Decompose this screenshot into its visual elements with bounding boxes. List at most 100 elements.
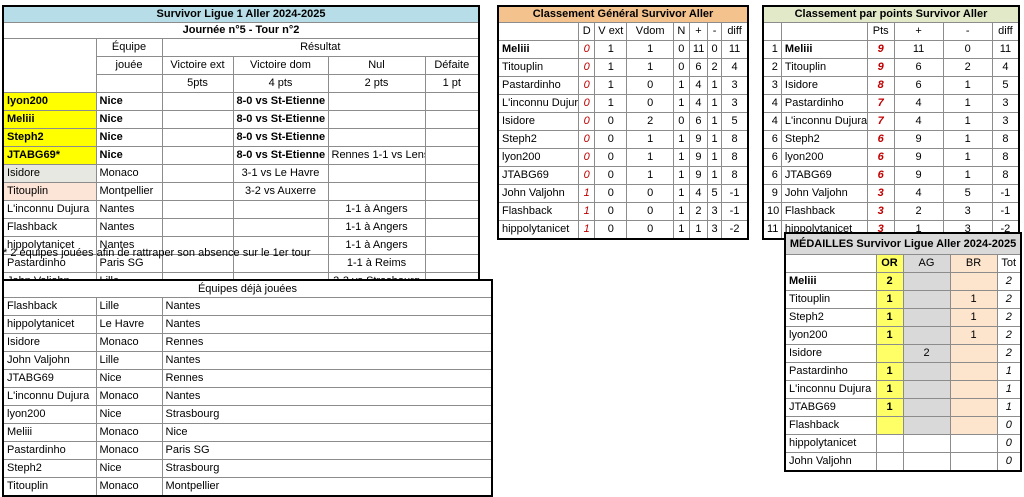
classement-general-victoires-dom: 1 [626,40,674,59]
journee-header-resultat: Résultat [161,38,480,57]
medailles-bronze [949,398,998,417]
classement-general-difference: 4 [721,58,749,77]
journee-victoire-dom [232,200,329,219]
table-row: Flashback 1 0 0 1 2 3 -1 [497,202,749,221]
medailles-gold [875,416,904,435]
classement-general-player: Meliii [497,40,580,59]
classement-points-difference: 8 [991,148,1020,167]
classement-general-difference: 3 [721,76,749,95]
medailles-total: 2 [996,326,1022,345]
classement-general-buts-contre: 1 [707,94,723,113]
medailles-gold: 1 [875,308,904,327]
table-row: L'inconnu Dujura 0 1 0 1 4 1 3 [497,94,749,113]
classement-general-defaites: 0 [578,148,596,167]
medailles-gold: 1 [875,290,904,309]
medailles-bronze [949,344,998,363]
classement-points-points: 7 [866,112,895,131]
equipes-jouees-team-1: Monaco [95,441,163,460]
classement-general-victoires-dom: 0 [626,76,674,95]
medailles-bronze [949,362,998,381]
equipes-jouees-player: lyon200 [2,405,97,424]
table-row: Titouplin 1 1 2 [784,290,1022,309]
journee-victoire-dom: 3-2 vs Auxerre [232,182,329,201]
equipes-jouees-player: Steph2 [2,459,97,478]
classement-points-rank: 3 [762,76,782,95]
classement-points-difference: -1 [991,184,1020,203]
classement-general-victoires-dom: 0 [626,184,674,203]
classement-general-difference: -1 [721,202,749,221]
table-row: Meliii Monaco Nice [2,423,493,442]
classement-general-player: John Valjohn [497,184,580,203]
journee-header-jouee: jouée [95,56,163,75]
medailles-player: hippolytanicet [784,434,877,453]
spreadsheet-canvas: Survivor Ligue 1 Aller 2024-2025 Journée… [2,5,1023,497]
classement-general-nuls: 1 [672,76,690,95]
medailles-player: John Valjohn [784,452,877,472]
medailles-player: lyon200 [784,326,877,345]
classement-general-buts-contre: 1 [707,166,723,185]
classement-general-buts-pour: 2 [688,202,709,221]
classement-points-buts-pour: 9 [893,130,944,149]
classement-general-victoires-ext: 1 [594,76,628,95]
table-row: 9 John Valjohn 3 4 5 -1 [762,184,1020,203]
equipes-jouees-title: Équipes déjà jouées [2,279,493,298]
classement-general-defaites: 0 [578,112,596,131]
journee-nul [327,164,426,183]
journee-defaite [424,110,480,129]
classement-general-buts-pour: 9 [688,130,709,149]
classement-general-buts-contre: 1 [707,130,723,149]
classement-points-rank: 10 [762,202,782,221]
classement-general-victoires-ext: 1 [594,40,628,59]
classement-general-victoires-dom: 1 [626,148,674,167]
journee-victoire-dom [232,236,329,255]
classement-points-difference: 4 [991,58,1020,77]
classement-general-difference: -2 [721,220,749,240]
journee-nul: 1-1 à Angers [327,200,426,219]
table-row: Flashback 0 [784,416,1022,435]
equipes-jouees-rows: Flashback Lille Nantes hippolytanicet Le Hav… [2,297,493,497]
equipes-jouees-player: Pastardinho [2,441,97,460]
classement-points-buts-pour: 4 [893,112,944,131]
table-row: Pastardinho 1 1 [784,362,1022,381]
medailles-player: L'inconnu Dujura [784,380,877,399]
classement-general-victoires-ext: 0 [594,130,628,149]
table-row: L'inconnu Dujura Nantes 1-1 à Angers [2,200,480,219]
classement-general-nuls: 1 [672,94,690,113]
classement-points-rank: 9 [762,184,782,203]
medailles-total: 2 [996,344,1022,363]
equipes-jouees-team-2: Paris SG [161,441,493,460]
table-row: John Valjohn 1 0 0 1 4 5 -1 [497,184,749,203]
medailles-silver [902,416,951,435]
medailles-title: MÉDAILLES Survivor Ligue Aller 2024-2025 [784,232,1022,255]
classement-general-player: Steph2 [497,130,580,149]
table-row: JTABG69 0 0 1 1 9 1 8 [497,166,749,185]
classement-points-head: Classement par points Survivor Aller Pts… [762,5,1020,41]
journee-equipe: Nice [95,146,163,165]
journee-victoire-ext [161,164,234,183]
table-row: lyon200 0 0 1 1 9 1 8 [497,148,749,167]
journee-player: Flashback [2,218,97,237]
classement-points-table: Classement par points Survivor Aller Pts… [762,5,1020,240]
table-row: hippolytanicet 0 [784,434,1022,453]
classement-general-victoires-dom: 0 [626,94,674,113]
table-row: Isidore Monaco 3-1 vs Le Havre [2,164,480,183]
classement-general-victoires-dom: 1 [626,166,674,185]
classement-general-difference: 3 [721,94,749,113]
classement-points-buts-contre: 1 [942,130,993,149]
journee-victoire-ext [161,218,234,237]
classement-points-header-4: - [942,22,993,41]
classement-points-player: Pastardinho [780,94,868,113]
classement-general-player: lyon200 [497,148,580,167]
medailles-gold [875,452,904,472]
medailles-player: Isidore [784,344,877,363]
classement-general-header-4: N [672,22,690,41]
journee-nul [327,92,426,111]
journee-header-equipe: Équipe [95,38,163,57]
classement-general-buts-pour: 9 [688,148,709,167]
classement-points-points: 3 [866,202,895,221]
classement-general-header-3: Vdom [626,22,674,41]
classement-points-buts-pour: 11 [893,40,944,59]
classement-points-title-row: Classement par points Survivor Aller [762,5,1020,23]
journee-defaite [424,146,480,165]
